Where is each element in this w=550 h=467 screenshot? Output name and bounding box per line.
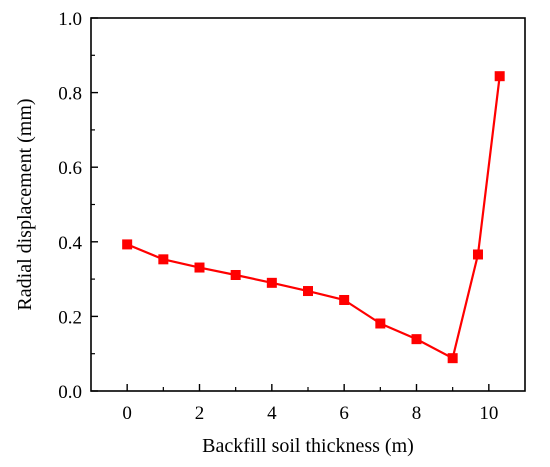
x-tick-label: 8: [412, 403, 422, 424]
data-point: [494, 71, 505, 82]
data-point: [266, 277, 277, 288]
data-point: [122, 239, 133, 250]
y-tick-label: 1.0: [58, 9, 82, 30]
data-point: [303, 286, 313, 297]
data-point: [158, 254, 169, 265]
series-line: [126, 76, 501, 360]
data-point: [375, 318, 386, 329]
x-tick-label: 2: [195, 403, 205, 424]
data-point: [447, 353, 458, 364]
x-tick-label: 0: [122, 403, 132, 424]
data-point: [472, 249, 483, 260]
y-axis-label: Radial displacement (mm): [14, 98, 36, 310]
y-tick-label: 0.8: [58, 84, 82, 105]
y-tick-label: 0.0: [58, 382, 82, 403]
x-tick-label: 6: [339, 403, 349, 424]
data-point: [230, 269, 241, 280]
y-tick-label: 0.6: [58, 158, 82, 179]
y-tick-label: 0.4: [58, 233, 82, 254]
data-point: [411, 334, 422, 345]
data-point: [194, 262, 205, 273]
series-layer: [122, 71, 505, 364]
plot-frame: [90, 17, 526, 392]
x-axis-label: Backfill soil thickness (m): [202, 435, 414, 457]
x-ticks: 0 2 4 6 8 10: [122, 384, 498, 424]
x-tick-label: 10: [479, 403, 498, 424]
y-tick-label: 0.2: [58, 307, 82, 328]
data-point: [339, 294, 350, 305]
x-tick-label: 4: [267, 403, 277, 424]
y-ticks: 0.0 0.2 0.4 0.6 0.8 1.0: [58, 9, 98, 403]
